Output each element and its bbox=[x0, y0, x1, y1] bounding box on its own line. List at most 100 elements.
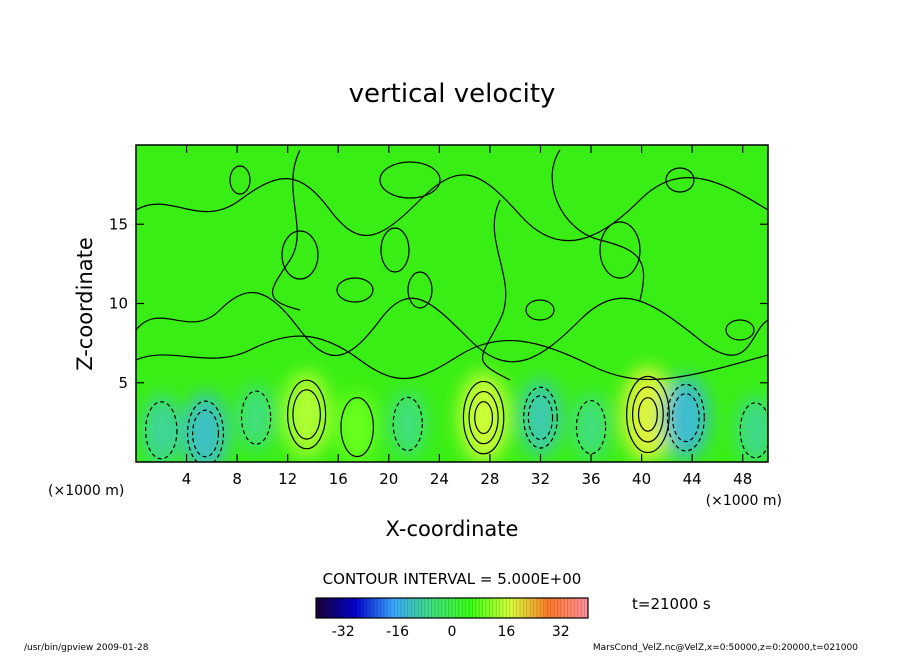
colorbar-cell-4 bbox=[329, 598, 334, 618]
colorbar-cell-61 bbox=[523, 598, 528, 618]
feature-contour-5-0 bbox=[392, 396, 423, 452]
colorbar-cell-77 bbox=[577, 598, 582, 618]
colorbar-tick-16: 16 bbox=[497, 624, 515, 640]
x-tick-label-44: 44 bbox=[683, 470, 702, 488]
colorbar-cell-39 bbox=[448, 598, 453, 618]
colorbar-cell-58 bbox=[513, 598, 517, 618]
colorbar bbox=[315, 597, 589, 619]
colorbar-cell-47 bbox=[475, 598, 480, 618]
colorbar-cell-59 bbox=[516, 598, 521, 618]
feature-contour-1-0 bbox=[187, 400, 225, 462]
colorbar-cell-22 bbox=[390, 598, 395, 618]
colorbar-cell-69 bbox=[550, 598, 555, 618]
colorbar-cell-72 bbox=[560, 598, 565, 618]
colorbar-cell-49 bbox=[482, 598, 487, 618]
colorbar-cell-78 bbox=[581, 598, 585, 618]
colorbar-cell-63 bbox=[530, 598, 534, 618]
colorbar-cell-16 bbox=[370, 598, 375, 618]
colorbar-cell-71 bbox=[557, 598, 562, 618]
field-feature-2 bbox=[237, 384, 275, 451]
colorbar-cell-15 bbox=[367, 598, 371, 618]
colorbar-cell-76 bbox=[574, 598, 579, 618]
x-tick-label-48: 48 bbox=[733, 470, 752, 488]
feature-contour-1-1 bbox=[192, 409, 220, 458]
field-feature-1 bbox=[183, 393, 228, 462]
colorbar-cell-33 bbox=[428, 598, 432, 618]
colorbar-cell-37 bbox=[441, 598, 446, 618]
field-feature-3 bbox=[282, 371, 331, 458]
x-tick-label-32: 32 bbox=[531, 470, 550, 488]
footer-right: MarsCond_VelZ.nc@VelZ,x=0:50000,z=0:2000… bbox=[593, 643, 858, 653]
field-feature-6 bbox=[458, 372, 509, 462]
colorbar-cell-66 bbox=[540, 598, 545, 618]
colorbar-cell-51 bbox=[489, 598, 494, 618]
feature-contour-9-2 bbox=[637, 397, 658, 432]
colorbar-cell-30 bbox=[418, 598, 422, 618]
colorbar-cell-0 bbox=[316, 598, 320, 618]
feature-contour-0-0 bbox=[145, 401, 178, 460]
y-tick-label-5: 5 bbox=[118, 374, 128, 392]
field-feature-9 bbox=[621, 366, 675, 462]
feature-contour-4-0 bbox=[340, 397, 375, 458]
colorbar-cell-41 bbox=[455, 598, 460, 618]
colorbar-cell-14 bbox=[363, 598, 368, 618]
feature-contour-9-1 bbox=[631, 386, 664, 443]
feature-contour-10-0 bbox=[666, 383, 705, 452]
colorbar-cell-42 bbox=[458, 598, 463, 618]
x-axis: 4 8 12 16 20 24 28 32 36 40 44 48 bbox=[182, 145, 752, 488]
colorbar-cell-36 bbox=[438, 598, 443, 618]
field-feature-5 bbox=[389, 390, 426, 458]
colorbar-cell-50 bbox=[486, 598, 490, 618]
x-tick-label-36: 36 bbox=[581, 470, 600, 488]
colorbar-cell-57 bbox=[509, 598, 514, 618]
feature-contour-7-1 bbox=[527, 395, 554, 441]
contour-interval-label: CONTOUR INTERVAL = 5.000E+00 bbox=[323, 570, 582, 588]
colorbar-tick--16: -16 bbox=[386, 624, 409, 640]
colorbar-cell-27 bbox=[407, 598, 412, 618]
colorbar-cell-7 bbox=[339, 598, 344, 618]
colorbar-cell-48 bbox=[479, 598, 483, 618]
feature-contour-9-0 bbox=[626, 375, 670, 454]
colorbar-cell-67 bbox=[543, 598, 548, 618]
colorbar-tick-0: 0 bbox=[448, 624, 457, 640]
colorbar-cell-17 bbox=[373, 598, 378, 618]
field-feature-0 bbox=[141, 394, 181, 462]
colorbar-cell-18 bbox=[377, 598, 381, 618]
colorbar-cell-3 bbox=[326, 598, 330, 618]
x-tick-label-20: 20 bbox=[379, 470, 398, 488]
colorbar-ticks: -32 -16 0 16 32 bbox=[332, 624, 570, 640]
x-tick-label-4: 4 bbox=[182, 470, 192, 488]
colorbar-cell-40 bbox=[452, 598, 456, 618]
colorbar-cell-74 bbox=[567, 598, 572, 618]
colorbar-cell-24 bbox=[397, 598, 402, 618]
colorbar-cell-46 bbox=[472, 598, 477, 618]
colorbar-cell-2 bbox=[322, 598, 327, 618]
colorbar-cell-43 bbox=[462, 598, 466, 618]
colorbar-cell-45 bbox=[469, 598, 473, 618]
feature-contour-6-1 bbox=[468, 390, 499, 445]
x-axis-title: X-coordinate bbox=[386, 517, 519, 541]
feature-contour-6-0 bbox=[462, 380, 505, 455]
colorbar-cell-1 bbox=[319, 598, 324, 618]
feature-contour-2-0 bbox=[240, 390, 272, 445]
y-axis-title: Z-coordinate bbox=[73, 237, 97, 371]
feature-contour-10-1 bbox=[671, 393, 700, 443]
x-tick-label-12: 12 bbox=[278, 470, 297, 488]
colorbar-cell-21 bbox=[387, 598, 392, 618]
colorbar-cell-65 bbox=[537, 598, 541, 618]
feature-contours bbox=[145, 375, 768, 462]
colorbar-cell-9 bbox=[346, 598, 351, 618]
colorbar-cell-75 bbox=[571, 598, 575, 618]
colorbar-cell-12 bbox=[356, 598, 361, 618]
colorbar-cell-11 bbox=[353, 598, 358, 618]
colorbar-cell-10 bbox=[350, 598, 354, 618]
feature-contour-3-1 bbox=[292, 389, 321, 440]
colorbar-cell-38 bbox=[445, 598, 449, 618]
x-tick-label-40: 40 bbox=[632, 470, 651, 488]
colorbar-tick-32: 32 bbox=[552, 624, 570, 640]
x-unit-left: (×1000 m) bbox=[48, 483, 124, 499]
colorbar-cell-25 bbox=[401, 598, 405, 618]
feature-contour-8-0 bbox=[575, 399, 607, 455]
